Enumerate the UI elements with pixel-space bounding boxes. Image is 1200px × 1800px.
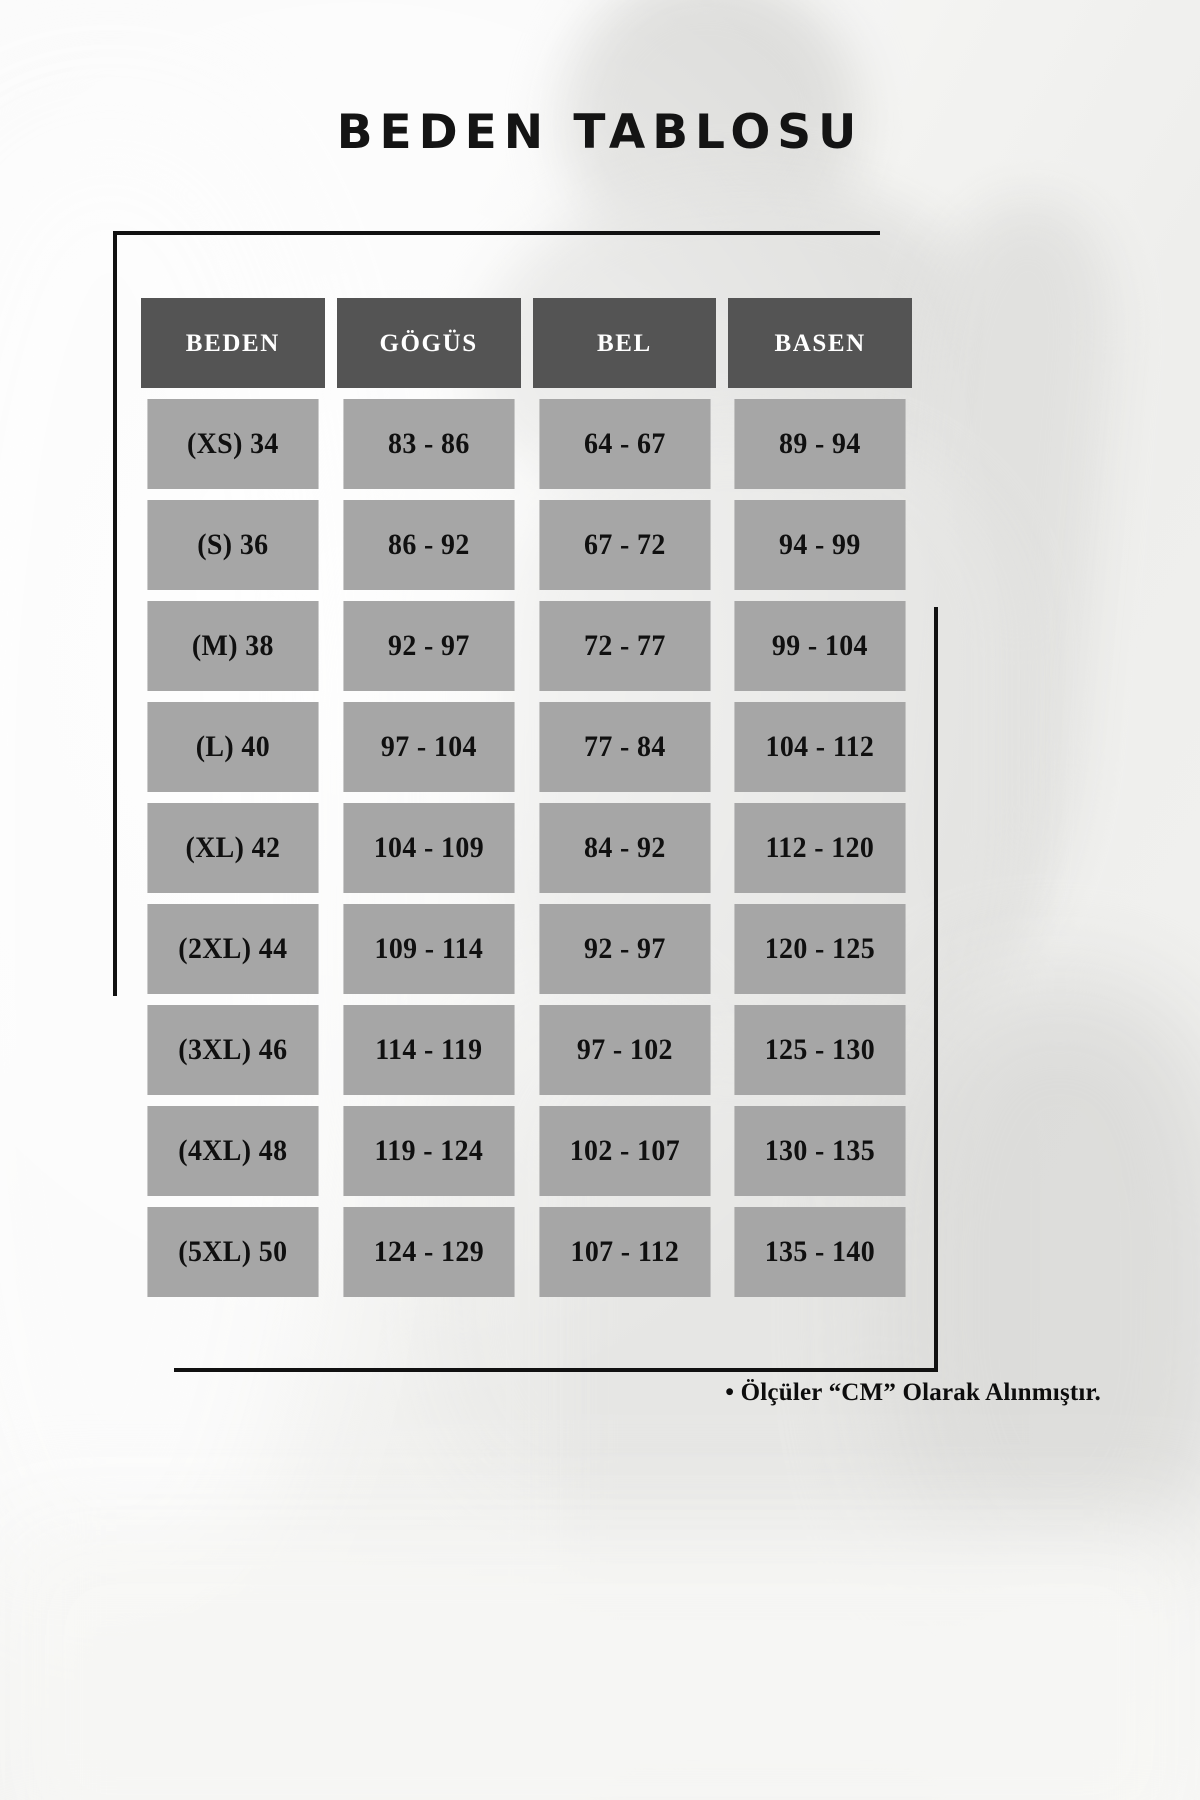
table-cell-chest: 104 - 109: [343, 803, 515, 893]
table-cell-chest: 97 - 104: [343, 702, 515, 792]
cell-value: 92 - 97: [583, 932, 666, 965]
table-cell-size: (2XL) 44: [147, 904, 319, 994]
cell-value: 112 - 120: [765, 831, 875, 864]
table-cell-chest: 92 - 97: [343, 601, 515, 691]
decorative-bracket-top-horizontal: [113, 231, 880, 235]
cell-value: 104 - 112: [765, 730, 875, 763]
table-cell-hip: 89 - 94: [734, 399, 906, 489]
table-cell-size: (L) 40: [147, 702, 319, 792]
table-cell-size: (XL) 42: [147, 803, 319, 893]
cell-value: 125 - 130: [764, 1033, 876, 1066]
table-cell-waist: 92 - 97: [538, 904, 710, 994]
table-cell-waist: 67 - 72: [538, 500, 710, 590]
table-cell-chest: 124 - 129: [343, 1207, 515, 1297]
measurement-unit-note: • Ölçüler “CM” Olarak Alınmıştır.: [725, 1379, 1101, 1406]
cell-value: 130 - 135: [764, 1134, 876, 1167]
table-cell-chest: 109 - 114: [343, 904, 515, 994]
cell-value: 135 - 140: [764, 1235, 876, 1268]
cell-value: 97 - 104: [380, 730, 477, 763]
table-cell-size: (3XL) 46: [147, 1005, 319, 1095]
cell-value: 89 - 94: [779, 427, 861, 460]
table-cell-waist: 77 - 84: [538, 702, 710, 792]
decorative-bracket-bottom-horizontal: [174, 1368, 938, 1372]
cell-value: 64 - 67: [583, 427, 666, 460]
table-cell-chest: 83 - 86: [343, 399, 515, 489]
cell-value: 86 - 92: [387, 528, 470, 561]
cell-value: 77 - 84: [583, 730, 666, 763]
cell-value: 104 - 109: [373, 831, 484, 864]
cell-value: 107 - 112: [569, 1235, 679, 1268]
cell-value: 67 - 72: [583, 528, 666, 561]
cell-value: 97 - 102: [576, 1033, 673, 1066]
table-cell-hip: 125 - 130: [734, 1005, 906, 1095]
table-cell-hip: 130 - 135: [734, 1106, 906, 1196]
cell-value: 99 - 104: [772, 629, 869, 662]
cell-value: (3XL) 46: [178, 1033, 288, 1066]
column-header-label: BEDEN: [185, 329, 280, 357]
table-cell-hip: 104 - 112: [734, 702, 906, 792]
cell-value: 83 - 86: [387, 427, 470, 460]
cell-value: 92 - 97: [387, 629, 470, 662]
table-cell-hip: 112 - 120: [734, 803, 906, 893]
cell-value: (S) 36: [197, 528, 269, 561]
table-cell-size: (S) 36: [147, 500, 319, 590]
table-cell-hip: 99 - 104: [734, 601, 906, 691]
cell-value: (XS) 34: [186, 427, 279, 460]
cell-value: 72 - 77: [583, 629, 666, 662]
column-header-bel: BEL: [532, 298, 717, 388]
size-table: BEDEN GÖGÜS BEL BASEN (XS) 34 83 - 86 64…: [141, 298, 912, 1297]
cell-value: (4XL) 48: [178, 1134, 288, 1167]
cell-value: (L) 40: [195, 730, 271, 763]
cell-value: (2XL) 44: [178, 932, 288, 965]
table-cell-hip: 135 - 140: [734, 1207, 906, 1297]
table-cell-waist: 64 - 67: [538, 399, 710, 489]
table-cell-size: (5XL) 50: [147, 1207, 319, 1297]
column-header-label: BEL: [596, 329, 652, 357]
cell-value: (5XL) 50: [178, 1235, 288, 1268]
decorative-bracket-left-vertical: [113, 231, 117, 996]
cell-value: 119 - 124: [374, 1134, 484, 1167]
table-cell-size: (XS) 34: [147, 399, 319, 489]
table-cell-waist: 97 - 102: [538, 1005, 710, 1095]
table-cell-chest: 114 - 119: [343, 1005, 515, 1095]
cell-value: 120 - 125: [764, 932, 876, 965]
column-header-label: BASEN: [774, 329, 866, 357]
table-cell-size: (M) 38: [147, 601, 319, 691]
cell-value: 84 - 92: [583, 831, 666, 864]
column-header-beden: BEDEN: [141, 298, 325, 388]
table-cell-waist: 84 - 92: [538, 803, 710, 893]
cell-value: (M) 38: [191, 629, 274, 662]
column-header-gogus: GÖGÜS: [336, 298, 521, 388]
column-header-label: GÖGÜS: [379, 329, 478, 357]
cell-value: 114 - 119: [375, 1033, 483, 1066]
table-cell-chest: 86 - 92: [343, 500, 515, 590]
page-title: BEDEN TABLOSU: [336, 105, 864, 160]
column-header-basen: BASEN: [728, 298, 912, 388]
table-cell-hip: 94 - 99: [734, 500, 906, 590]
cell-value: (XL) 42: [185, 831, 281, 864]
table-cell-hip: 120 - 125: [734, 904, 906, 994]
table-cell-size: (4XL) 48: [147, 1106, 319, 1196]
cell-value: 94 - 99: [779, 528, 861, 561]
table-cell-waist: 72 - 77: [538, 601, 710, 691]
decorative-bracket-right-vertical: [934, 607, 938, 1372]
table-cell-chest: 119 - 124: [343, 1106, 515, 1196]
table-cell-waist: 107 - 112: [538, 1207, 710, 1297]
cell-value: 109 - 114: [374, 932, 484, 965]
cell-value: 124 - 129: [373, 1235, 484, 1268]
cell-value: 102 - 107: [569, 1134, 680, 1167]
table-cell-waist: 102 - 107: [538, 1106, 710, 1196]
